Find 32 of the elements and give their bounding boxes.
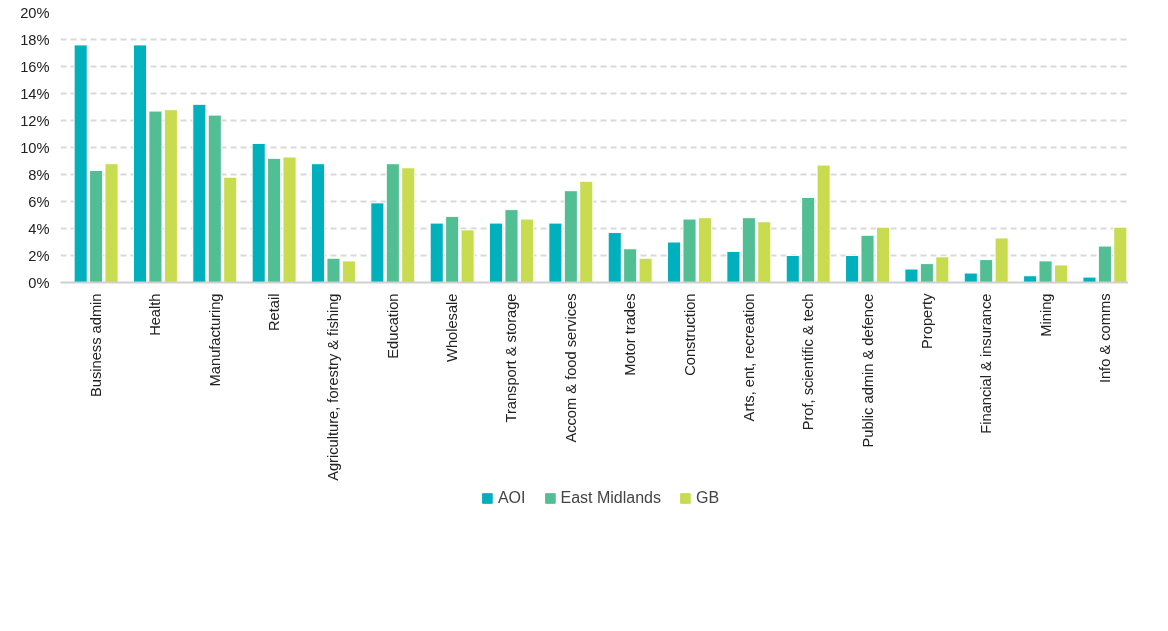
legend-label: AOI	[497, 489, 526, 507]
x-tick-label: Public admin & defence	[859, 293, 876, 448]
x-tick-label: Property	[918, 292, 935, 349]
x-tick-label: Arts, ent, recreation	[740, 293, 757, 422]
y-tick-label: 20%	[20, 4, 50, 21]
x-tick-label: Accom & food services	[562, 293, 579, 443]
y-tick-label: 0%	[28, 274, 50, 291]
y-tick-label: 6%	[28, 193, 50, 210]
y-tick-label: 2%	[28, 247, 50, 264]
y-tick-label: 8%	[28, 166, 50, 183]
y-tick-label: 12%	[20, 112, 50, 129]
legend-label: GB	[695, 489, 720, 507]
x-tick-label: Health	[147, 293, 164, 336]
x-tick-label: Financial & insurance	[978, 293, 995, 434]
y-tick-label: 16%	[20, 58, 50, 75]
y-tick-label: 18%	[20, 31, 50, 48]
x-tick-label: Education	[384, 293, 401, 359]
x-tick-label: Mining	[1037, 293, 1054, 337]
x-tick-label: Business admin	[88, 293, 105, 397]
y-tick-label: 4%	[28, 220, 50, 237]
x-tick-label: Retail	[266, 293, 283, 331]
x-tick-label: Transport & storage	[503, 293, 520, 423]
y-tick-label: 10%	[20, 139, 50, 156]
y-tick-label: 14%	[20, 85, 50, 102]
x-tick-label: Agriculture, forestry & fishing	[325, 293, 342, 481]
x-tick-label: Manufacturing	[206, 293, 223, 387]
x-tick-label: Prof, scientific & tech	[800, 293, 817, 431]
legend-label: East Midlands	[560, 489, 661, 507]
x-tick-label: Motor trades	[622, 293, 639, 376]
x-tick-label: Construction	[681, 293, 698, 376]
x-tick-label: Wholesale	[444, 293, 461, 362]
x-tick-label: Info & comms	[1096, 293, 1113, 384]
